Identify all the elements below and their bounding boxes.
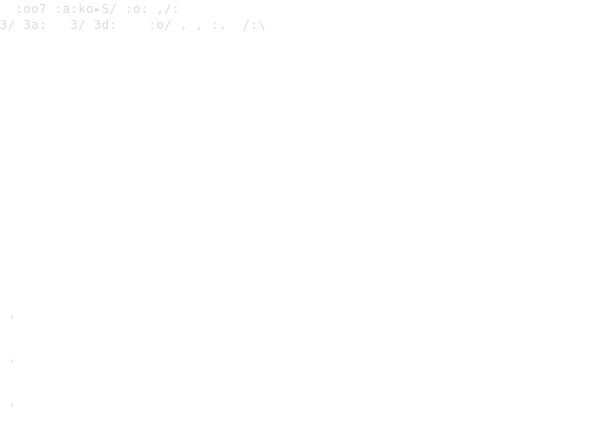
list-marker-icon: ›: [9, 312, 16, 323]
list-marker-icon: ›: [9, 400, 16, 411]
faded-text-line-1: :oo7 :a:ko▸S/ :o: ,/:: [0, 2, 180, 16]
faded-text-line-2: 3/ 3a: 3/ 3d: :o/ , , :, /:\: [0, 18, 267, 32]
list-marker-icon: ›: [9, 356, 16, 367]
